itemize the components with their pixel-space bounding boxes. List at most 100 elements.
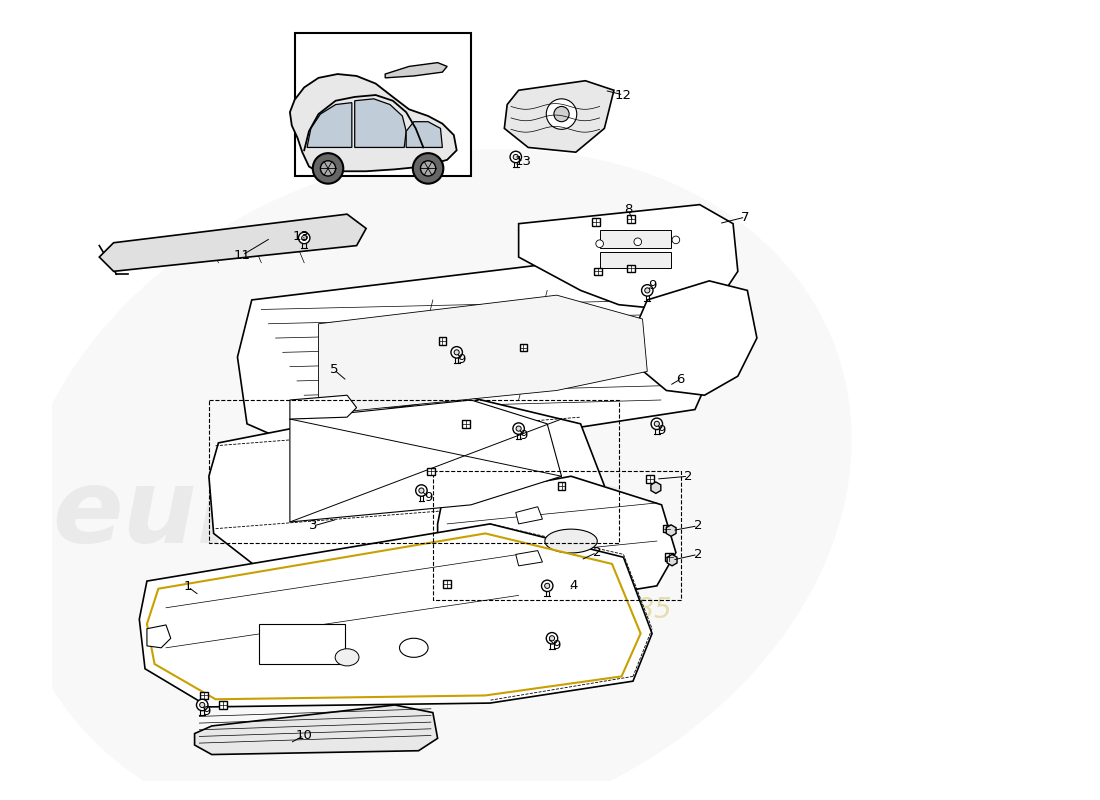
Text: 9: 9 [424,490,432,504]
Text: 9: 9 [658,424,666,437]
Bar [594,267,602,275]
Bar [427,468,434,475]
Bar [662,525,670,533]
Text: euroParts: euroParts [52,464,623,565]
Circle shape [416,485,427,496]
Polygon shape [385,62,447,78]
Bar [558,482,565,490]
Bar [433,471,681,600]
Ellipse shape [399,638,428,658]
Bar [219,701,227,709]
Circle shape [554,106,569,122]
Polygon shape [438,476,675,600]
Circle shape [451,346,462,358]
Text: a passion for parts since 1985: a passion for parts since 1985 [252,596,671,624]
Polygon shape [354,99,406,147]
Circle shape [419,488,424,493]
Polygon shape [319,295,647,414]
Circle shape [199,702,205,707]
Text: 8: 8 [624,203,632,216]
Polygon shape [504,81,614,152]
Ellipse shape [544,529,597,553]
Circle shape [547,99,576,130]
Text: 2: 2 [593,546,601,559]
Circle shape [651,418,662,430]
Circle shape [301,235,307,241]
Text: 3: 3 [309,519,318,532]
Text: 13: 13 [515,155,532,168]
Polygon shape [635,281,757,395]
Bar [260,624,345,664]
Bar [200,692,208,699]
Circle shape [514,154,518,159]
Text: 12: 12 [615,89,632,102]
Circle shape [420,161,436,176]
Polygon shape [290,74,456,171]
Circle shape [634,238,641,246]
Circle shape [547,633,558,644]
Circle shape [513,423,525,434]
Circle shape [654,422,659,426]
Text: 11: 11 [233,249,251,262]
Text: 7: 7 [741,210,750,223]
Polygon shape [406,122,442,147]
Bar [439,337,447,345]
Text: 4: 4 [570,579,579,592]
Circle shape [298,232,310,244]
Polygon shape [195,705,438,754]
Text: 9: 9 [458,354,465,366]
Circle shape [412,153,443,184]
Ellipse shape [14,150,851,800]
Ellipse shape [336,649,359,666]
Text: 2: 2 [684,470,693,482]
Text: 9: 9 [552,639,561,652]
Bar [627,215,635,222]
Circle shape [320,161,336,176]
Bar [600,230,671,247]
Bar [592,218,600,226]
Circle shape [596,240,604,247]
Text: 5: 5 [330,363,338,376]
Polygon shape [651,482,661,494]
Bar [600,252,671,267]
Polygon shape [290,400,561,522]
Text: 6: 6 [676,373,685,386]
Polygon shape [209,395,604,566]
Circle shape [312,153,343,184]
Polygon shape [238,262,714,457]
Text: 2: 2 [694,548,702,561]
Bar [462,420,470,428]
Circle shape [510,151,521,162]
Polygon shape [516,550,542,566]
Polygon shape [667,554,676,566]
Bar [519,344,527,351]
Bar [295,33,471,176]
Circle shape [641,285,653,296]
Polygon shape [147,625,170,648]
Circle shape [516,426,521,431]
Polygon shape [290,395,356,419]
Circle shape [197,699,208,710]
Bar [443,580,451,588]
Text: 9: 9 [648,279,657,292]
Circle shape [544,583,550,589]
Text: 13: 13 [293,230,310,242]
Circle shape [549,636,554,641]
Text: 1: 1 [184,580,192,594]
Circle shape [454,350,460,355]
Circle shape [645,288,650,293]
Polygon shape [667,525,676,536]
Circle shape [672,236,680,244]
Text: 10: 10 [296,729,312,742]
Polygon shape [518,205,738,310]
Polygon shape [99,214,366,271]
Text: 2: 2 [694,519,702,532]
Polygon shape [307,102,352,147]
Text: 9: 9 [201,705,210,718]
Polygon shape [140,524,652,707]
Text: 9: 9 [519,429,528,442]
Bar [647,475,654,483]
Bar [627,265,635,272]
Polygon shape [516,506,542,524]
Bar [666,554,673,561]
